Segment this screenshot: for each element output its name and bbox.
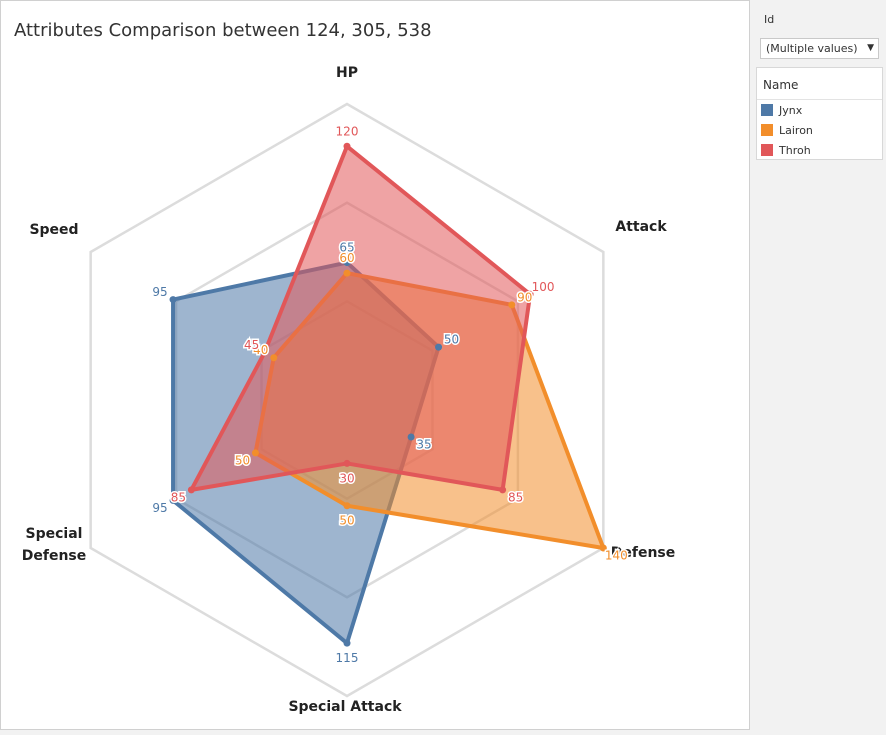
legend-title: Name bbox=[763, 78, 799, 92]
legend-divider bbox=[757, 99, 882, 100]
data-label-lairon: 140 bbox=[605, 549, 628, 563]
grid-ring bbox=[89, 102, 605, 698]
axis-label: HP bbox=[336, 65, 358, 81]
data-point-jynx bbox=[343, 639, 351, 647]
data-point-throh bbox=[187, 486, 195, 494]
data-label-throh: 85 bbox=[508, 490, 523, 504]
axis-label: Special Defense bbox=[22, 526, 87, 564]
data-label-lairon: 60 bbox=[339, 251, 354, 265]
data-point-lairon bbox=[270, 354, 278, 362]
data-label-jynx: 35 bbox=[416, 438, 431, 452]
axis-label: Speed bbox=[29, 222, 78, 238]
chart-title: Attributes Comparison between 124, 305, … bbox=[14, 20, 432, 41]
data-label-lairon: 50 bbox=[339, 514, 354, 528]
data-point-throh bbox=[343, 459, 351, 467]
radar-chart: HP Attack Defense Special Attack Special Defe… bbox=[22, 65, 676, 715]
chart-panel: Attributes Comparison between 124, 305, … bbox=[0, 0, 750, 730]
data-point-jynx bbox=[169, 496, 177, 504]
axis-label: Special Attack bbox=[288, 699, 402, 715]
axis-label: Defense bbox=[611, 545, 676, 561]
data-point-jynx bbox=[435, 343, 443, 351]
legend-item-jynx[interactable]: Jynx bbox=[761, 102, 802, 118]
legend-label: Lairon bbox=[779, 123, 813, 137]
id-filter-dropdown[interactable]: (Multiple values) ▼ bbox=[760, 38, 879, 59]
data-point-lairon bbox=[343, 502, 351, 510]
data-point-lairon bbox=[599, 544, 607, 552]
legend-item-lairon[interactable]: Lairon bbox=[761, 122, 813, 138]
data-label-jynx: 115 bbox=[336, 651, 359, 665]
data-point-lairon bbox=[343, 269, 351, 277]
data-label-throh: 85 bbox=[171, 490, 186, 504]
data-label-lairon: 90 bbox=[517, 290, 532, 304]
data-point-jynx bbox=[343, 259, 351, 267]
data-label-lairon: 40 bbox=[253, 343, 268, 357]
data-point-throh bbox=[499, 486, 507, 494]
legend-swatch bbox=[761, 144, 773, 156]
data-point-throh bbox=[343, 142, 351, 150]
filter-value: (Multiple values) bbox=[766, 42, 858, 55]
data-point-lairon bbox=[508, 301, 516, 309]
data-label-jynx: 95 bbox=[152, 501, 167, 515]
data-point-lairon bbox=[251, 449, 259, 457]
legend-label: Throh bbox=[779, 143, 811, 157]
chevron-down-icon[interactable]: ▼ bbox=[867, 43, 874, 53]
data-point-throh bbox=[526, 290, 534, 298]
data-label-jynx: 95 bbox=[152, 285, 167, 299]
legend-label: Jynx bbox=[779, 103, 803, 117]
data-point-throh bbox=[261, 348, 269, 356]
legend-swatch bbox=[761, 124, 773, 136]
data-label-throh: 120 bbox=[336, 124, 359, 138]
legend-item-throh[interactable]: Throh bbox=[761, 142, 811, 158]
data-point-jynx bbox=[169, 296, 177, 304]
data-label-lairon: 50 bbox=[235, 453, 250, 467]
axis-label: Attack bbox=[615, 219, 667, 235]
data-point-jynx bbox=[407, 433, 415, 441]
legend-swatch bbox=[761, 104, 773, 116]
data-label-throh: 30 bbox=[339, 471, 354, 485]
data-label-throh: 100 bbox=[532, 280, 555, 294]
filter-label: Id bbox=[764, 13, 775, 26]
data-label-throh: 45 bbox=[244, 338, 259, 352]
legend: Name Jynx Lairon Throh bbox=[756, 67, 883, 160]
data-label-jynx: 50 bbox=[444, 333, 459, 347]
data-label-jynx: 65 bbox=[339, 241, 354, 255]
id-filter: Id (Multiple values) ▼ bbox=[756, 5, 883, 63]
